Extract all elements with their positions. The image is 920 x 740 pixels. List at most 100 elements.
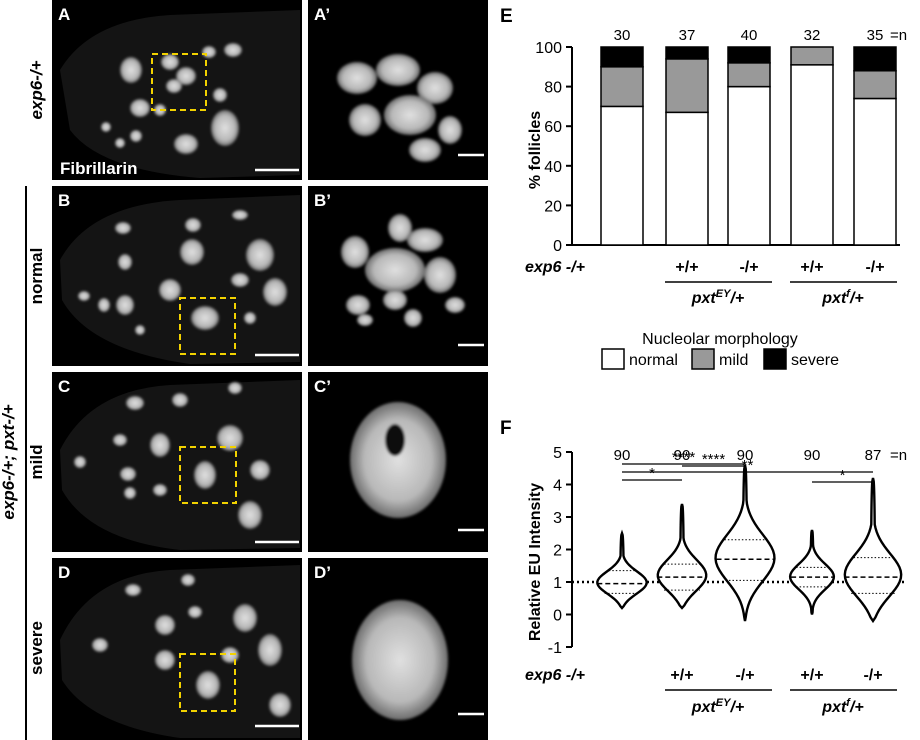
group-label-base: pxt (691, 699, 717, 716)
legend-swatch-normal (601, 348, 625, 370)
f-significance-label: * (840, 467, 846, 484)
group-label-tail: /+ (729, 699, 744, 716)
e-x-label: -/+ (739, 259, 758, 276)
region-of-interest-box-A (151, 53, 207, 111)
row-label-mild: mild (27, 445, 46, 480)
f-violin (714, 464, 776, 622)
legend-swatch-severe (763, 348, 787, 370)
f-n-label: 90 (804, 447, 821, 464)
f-y-tick-label: 2 (553, 543, 562, 560)
panel-letter-C-prime: C’ (314, 377, 331, 396)
group-label-superscript: EY (716, 697, 732, 709)
f-x-label: -/+ (735, 667, 754, 684)
f-y-axis-label: Relative EU Intensity (527, 483, 544, 641)
f-violin (656, 503, 708, 610)
e-x-label: -/+ (865, 259, 884, 276)
e-n-label: 32 (804, 27, 821, 44)
panel-letter-B-prime: B’ (314, 191, 331, 210)
e-y-tick-label: 40 (544, 159, 562, 176)
panel-letter-F: F (500, 418, 512, 439)
e-y-tick-label: 100 (535, 40, 562, 57)
f-group-label: pxtf/+ (821, 697, 863, 716)
e-x-label-control: exp6 -/+ (525, 259, 585, 276)
f-y-tick-label: 5 (553, 445, 562, 462)
e-x-label: +/+ (675, 259, 698, 276)
genotype-label: exp6-/+; pxt-/+ (0, 404, 18, 519)
f-n-label: 90 (737, 447, 754, 464)
f-violin (843, 477, 903, 624)
panel-letter-A-prime: A’ (314, 5, 330, 24)
row-label-severe: severe (27, 621, 46, 675)
e-n-suffix: =n (890, 27, 907, 44)
micrograph-grid: A A’ B B’ C C’ D D’ Fibrillarin exp6-/+ … (0, 0, 488, 740)
group-label-base: pxt (821, 290, 847, 307)
e-bar-severe (665, 46, 709, 60)
f-violins (596, 464, 903, 624)
f-significance-label: **** (702, 451, 726, 468)
e-y-tick-label: 0 (553, 238, 562, 255)
f-violin (788, 529, 836, 615)
e-bar-normal (790, 64, 834, 246)
f-significance-label: * (649, 465, 655, 482)
group-label-tail: /+ (729, 290, 744, 307)
e-bars (600, 46, 897, 246)
f-y-tick-label: 0 (553, 608, 562, 625)
f-y-tick-label: 3 (553, 510, 562, 527)
panel-letter-C: C (58, 377, 70, 396)
e-bar-normal (665, 111, 709, 246)
e-n-label: 35 (867, 27, 884, 44)
region-of-interest-box-D (179, 653, 236, 712)
e-n-label: 30 (614, 27, 631, 44)
e-bar-mild (727, 62, 771, 88)
group-label-base: pxt (821, 699, 847, 716)
e-bar-mild (600, 66, 644, 108)
f-x-label: +/+ (670, 667, 693, 684)
e-n-label: 37 (679, 27, 696, 44)
group-label-superscript: f (846, 288, 851, 300)
e-y-axis-label: % follicles (527, 111, 544, 189)
row-label-normal: normal (27, 248, 46, 305)
group-label-superscript: EY (716, 288, 732, 300)
f-significance-label: **** (672, 449, 696, 466)
e-y-tick-label: 80 (544, 80, 562, 97)
f-group-label: pxtEY/+ (691, 697, 744, 716)
f-n-label: 87 (865, 447, 882, 464)
region-of-interest-box-B (179, 297, 236, 355)
e-n-label: 40 (741, 27, 758, 44)
e-bar-severe (600, 46, 644, 68)
f-n-label: 90 (614, 447, 631, 464)
f-n-suffix: =n (890, 447, 907, 464)
panel-letter-D-prime: D’ (314, 563, 331, 582)
f-significance-label: ** (742, 457, 754, 474)
f-y-tick-label: 4 (553, 478, 562, 495)
stain-label: Fibrillarin (60, 159, 137, 178)
region-of-interest-box-C (179, 446, 237, 504)
e-bar-mild (665, 58, 709, 114)
group-label-tail: /+ (849, 699, 864, 716)
e-y-tick-label: 20 (544, 198, 562, 215)
e-group-label: pxtEY/+ (691, 288, 744, 307)
e-bar-mild (790, 46, 834, 66)
e-bar-severe (853, 46, 897, 72)
f-y-tick-label: 1 (553, 575, 562, 592)
group-label-superscript: f (846, 697, 851, 709)
legend-swatch-mild (691, 348, 715, 370)
panel-letter-E: E (500, 6, 513, 27)
e-n-labels: 30 37 40 32 35 =n (614, 27, 907, 44)
f-y-tick-label: -1 (548, 640, 562, 657)
e-y-tick-label: 60 (544, 119, 562, 136)
f-violin (596, 529, 648, 610)
e-group-label: pxtf/+ (821, 288, 863, 307)
f-x-label: +/+ (800, 667, 823, 684)
legend-title: Nucleolar morphology (642, 331, 798, 348)
group-label-tail: /+ (849, 290, 864, 307)
f-x-labels: exp6 -/+ +/+ -/+ +/+ -/+pxtEY/+ pxtf/+ (525, 667, 897, 716)
f-x-label: -/+ (863, 667, 882, 684)
panel-letter-A: A (58, 5, 70, 24)
panel-letter-D: D (58, 563, 70, 582)
f-x-label-control: exp6 -/+ (525, 667, 585, 684)
e-bar-severe (727, 46, 771, 64)
legend-label-severe: severe (791, 352, 839, 369)
